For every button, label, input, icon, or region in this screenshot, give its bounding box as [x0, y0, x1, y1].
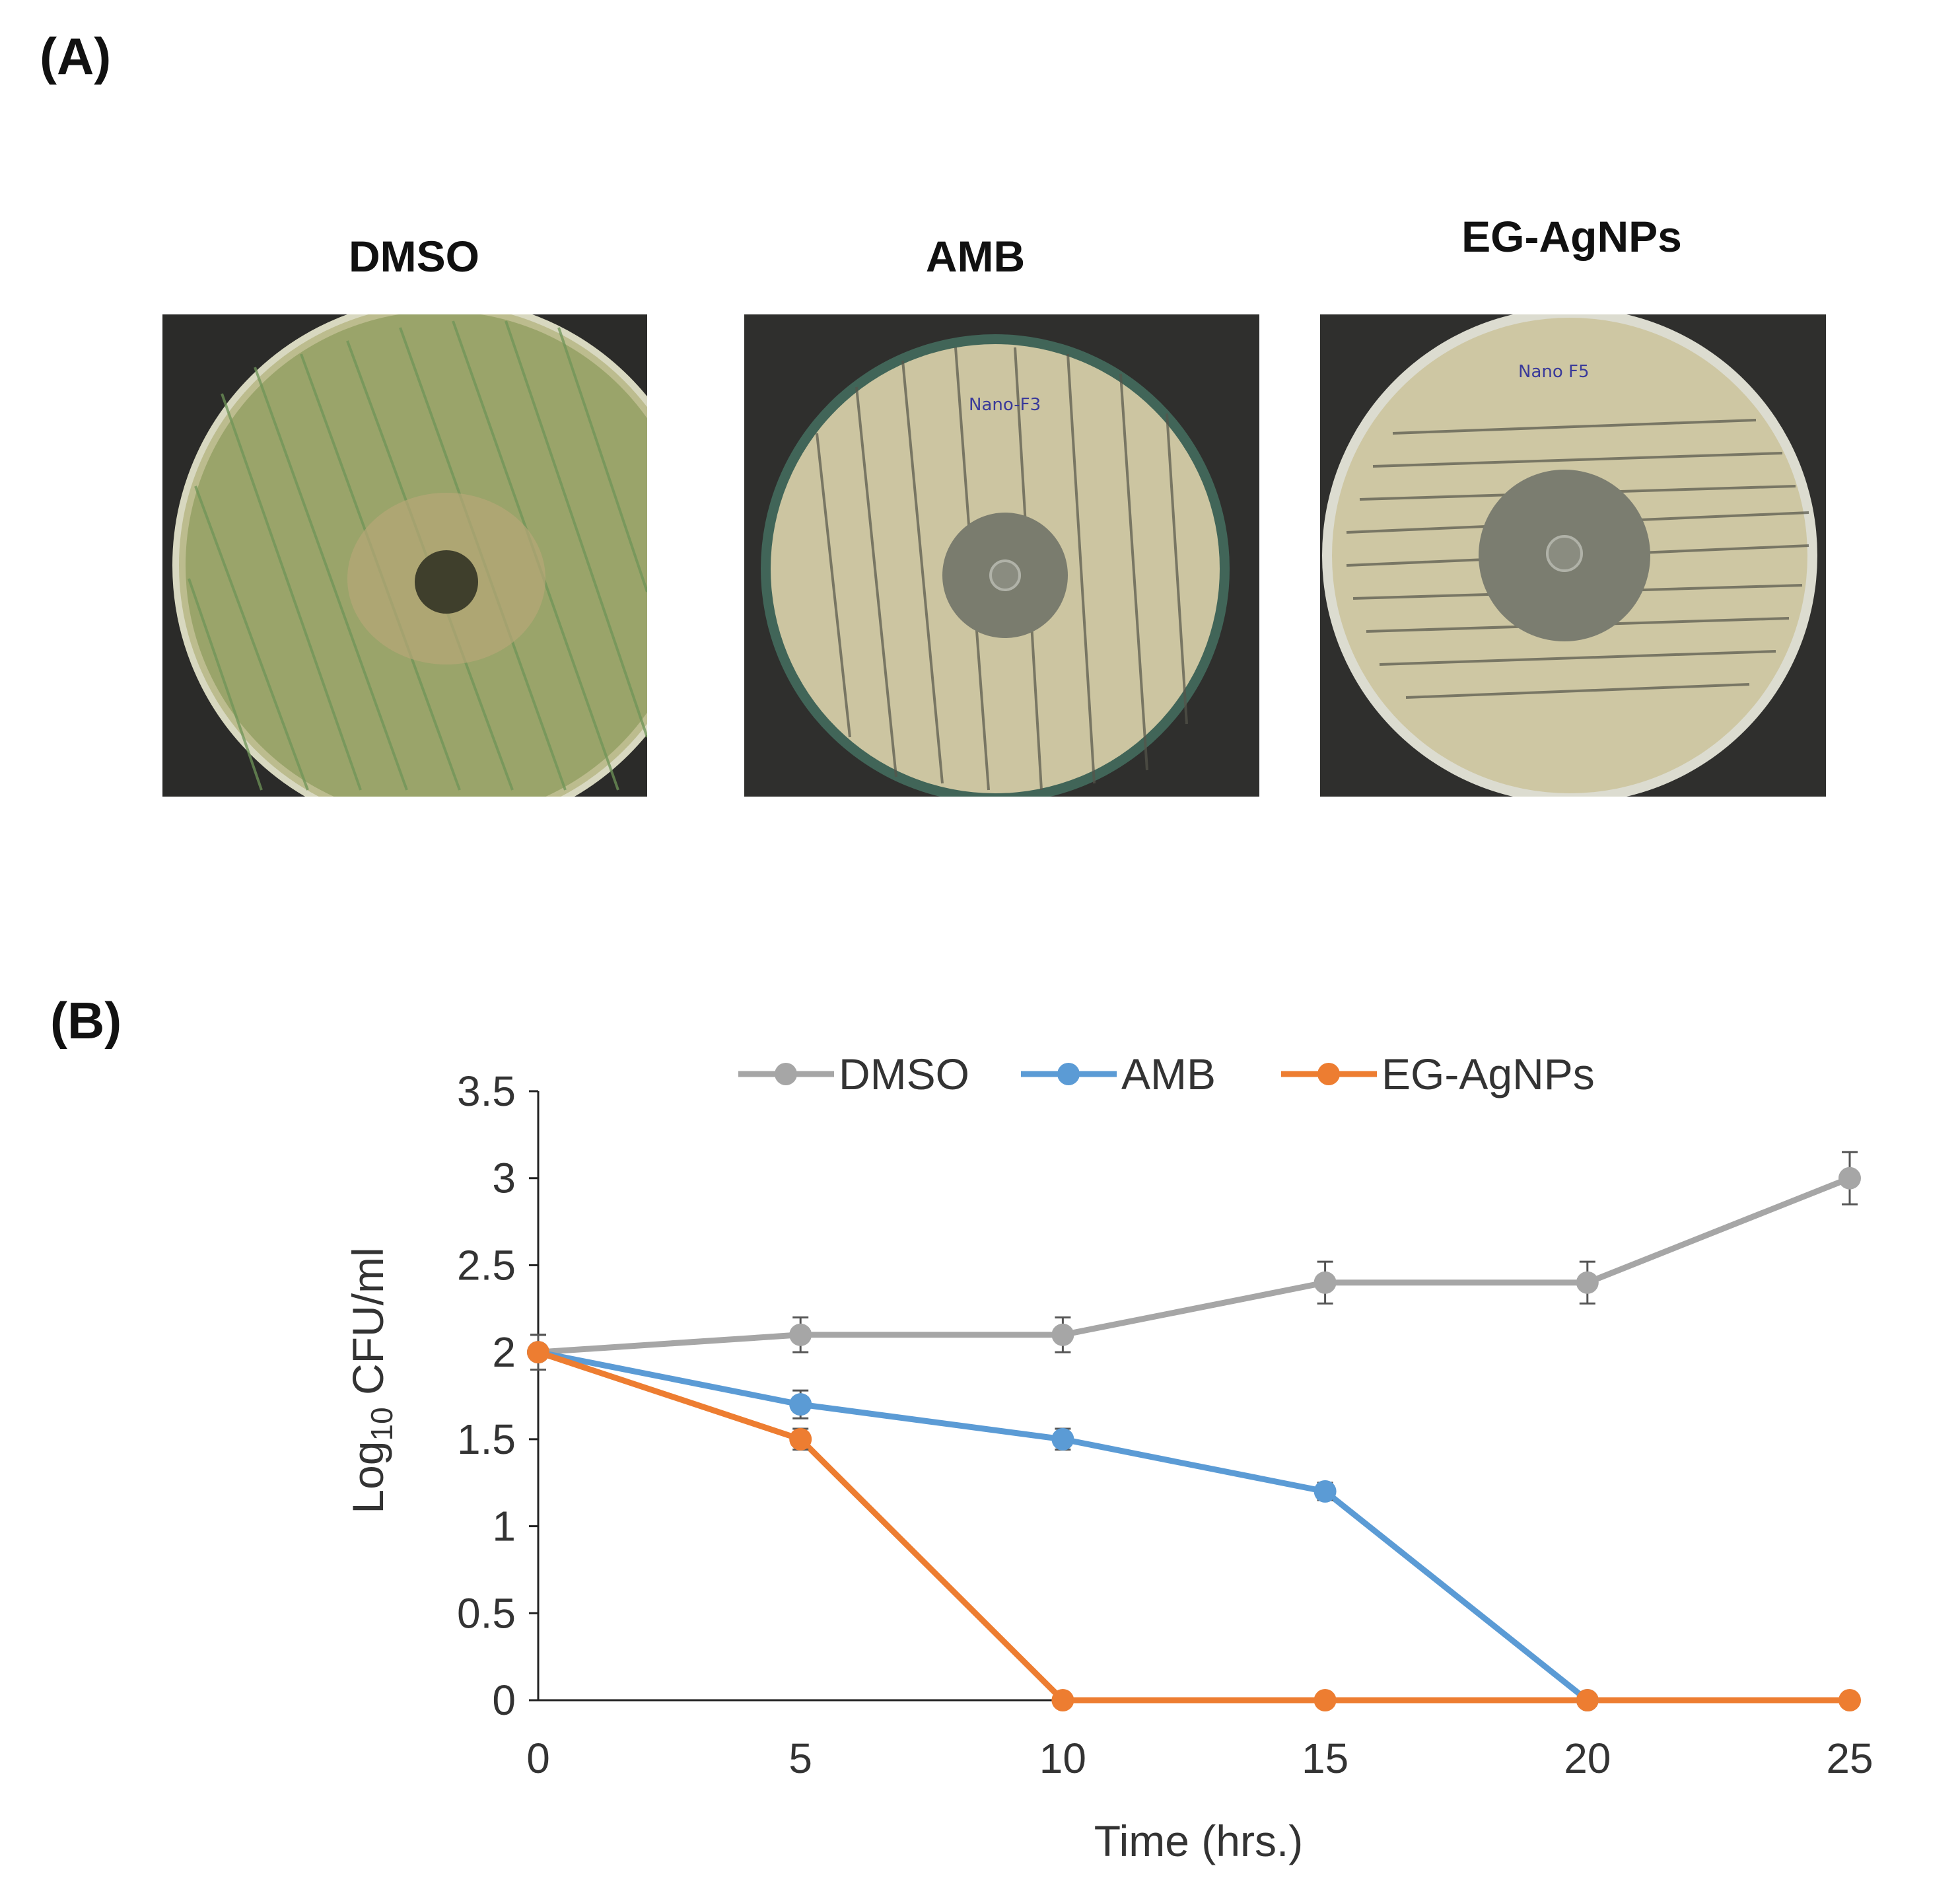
legend-label-amb: AMB — [1121, 1050, 1216, 1098]
x-tick-label: 10 — [1039, 1735, 1086, 1782]
data-point-eg-agnps — [1576, 1689, 1599, 1711]
data-point-amb — [1051, 1427, 1074, 1451]
petri-dish-photo-dmso — [162, 314, 647, 797]
data-point-dmso — [1576, 1271, 1599, 1294]
y-tick-label: 0 — [492, 1676, 516, 1724]
series-line-eg-agnps — [537, 1349, 1850, 1704]
plate-title-eg-agnps: EG-AgNPs — [1461, 212, 1682, 261]
panel-a-label: (A) — [40, 27, 112, 85]
data-point-amb — [1313, 1480, 1337, 1503]
y-tick-label: 3.5 — [457, 1067, 516, 1115]
plate-title-dmso: DMSO — [349, 232, 479, 281]
plate-handwriting-amb: Nano-F3 — [969, 395, 1041, 415]
legend-marker-dmso — [775, 1063, 797, 1085]
plate-title-amb: AMB — [925, 232, 1026, 281]
panel-b-label: (B) — [50, 991, 122, 1050]
series-line-dmso — [538, 1175, 1851, 1355]
petri-dish-photo-eg-agnps: Nano F5 — [1320, 314, 1826, 797]
y-tick-label: 3 — [492, 1155, 516, 1202]
data-point-dmso — [1051, 1323, 1074, 1346]
data-point-eg-agnps — [789, 1427, 812, 1451]
data-point-dmso — [1838, 1167, 1861, 1190]
y-axis-title-rest: CFU/ml — [343, 1247, 392, 1407]
data-point-eg-agnps — [527, 1341, 549, 1364]
y-axis-title-main: Log — [343, 1441, 392, 1514]
y-tick-label: 2.5 — [457, 1241, 516, 1289]
y-tick-label: 2 — [492, 1328, 516, 1376]
legend-marker-amb — [1057, 1063, 1080, 1085]
x-tick-label: 25 — [1826, 1735, 1873, 1782]
y-tick-label: 1.5 — [457, 1416, 516, 1463]
x-tick-label: 15 — [1302, 1735, 1348, 1782]
data-point-eg-agnps — [1051, 1689, 1074, 1711]
legend-label-eg-agnps: EG-AgNPs — [1382, 1050, 1595, 1098]
y-axis-title: Log10 CFU/ml — [343, 1247, 399, 1513]
data-point-eg-agnps — [1313, 1689, 1337, 1711]
x-tick-label: 5 — [788, 1735, 812, 1782]
plate-handwriting-eg-agnps: Nano F5 — [1518, 362, 1590, 382]
y-tick-label: 0.5 — [457, 1589, 516, 1637]
data-point-dmso — [1313, 1271, 1337, 1294]
petri-dish-photo-amb: Nano-F3 — [744, 314, 1259, 797]
data-point-amb — [789, 1393, 812, 1416]
x-tick-label: 0 — [526, 1735, 550, 1782]
x-axis-title: Time (hrs.) — [1094, 1816, 1304, 1865]
data-point-dmso — [789, 1323, 812, 1346]
y-axis-title-subscript: 10 — [365, 1407, 399, 1441]
legend-marker-eg-agnps — [1317, 1063, 1340, 1085]
legend-label-dmso: DMSO — [839, 1050, 969, 1098]
y-tick-label: 1 — [492, 1503, 516, 1550]
x-tick-label: 20 — [1564, 1735, 1611, 1782]
data-point-eg-agnps — [1838, 1689, 1861, 1711]
